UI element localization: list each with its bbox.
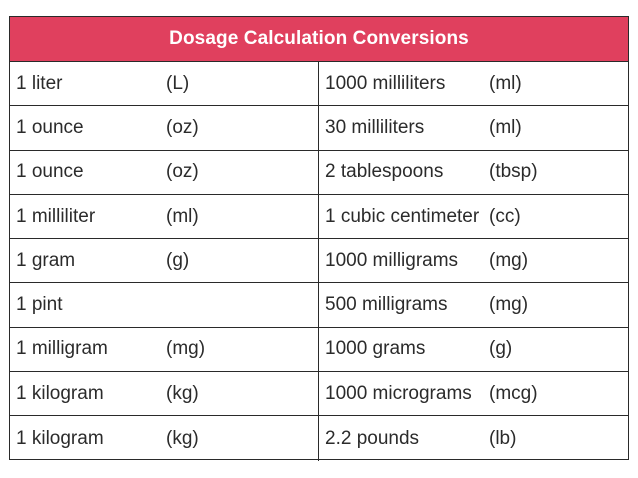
left-cell: 1 milliliter (ml) [10,194,319,239]
conversion-table: Dosage Calculation Conversions 1 liter (… [9,16,629,461]
right-unit: (cc) [489,205,521,227]
left-quantity: 1 gram [16,249,76,271]
right-unit: (ml) [489,116,522,138]
left-unit: (kg) [166,427,199,449]
right-cell: 1 cubic centimeter (cc) [319,195,628,238]
right-unit: (mcg) [489,382,538,404]
right-cell: 1000 milligrams (mg) [319,239,628,282]
right-cell: 30 milliliters (ml) [319,106,628,149]
right-unit: (tbsp) [489,161,538,183]
right-cell: 500 milligrams (mg) [319,283,628,326]
table-row: 1 kilogram (kg) 1000 micrograms (mcg) [10,372,628,417]
table-row: 1 gram (g) 1000 milligrams (mg) [10,239,628,284]
left-unit: (mg) [166,338,206,360]
left-cell: 1 milligram (mg) [10,327,319,372]
left-quantity: 1 ounce [16,116,84,138]
left-quantity: 1 milligram [16,338,108,360]
left-quantity: 1 milliliter [16,205,96,227]
right-cell: 1000 micrograms (mcg) [319,372,628,415]
right-quantity: 1000 milligrams [325,249,459,271]
right-cell: 1000 grams (g) [319,328,628,371]
right-unit: (mg) [489,294,529,316]
left-unit: (g) [166,249,190,271]
left-cell: 1 kilogram (kg) [10,416,319,461]
right-unit: (mg) [489,249,529,271]
left-cell: 1 kilogram (kg) [10,372,319,416]
right-cell: 2.2 pounds (lb) [319,416,628,460]
table-row: 1 liter (L) 1000 milliliters (ml) [10,62,628,107]
table-row: 1 pint 500 milligrams (mg) [10,283,628,328]
left-cell: 1 ounce (oz) [10,106,319,150]
table-title: Dosage Calculation Conversions [10,17,628,62]
right-quantity: 2.2 pounds [325,427,420,449]
right-cell: 2 tablespoons (tbsp) [319,151,628,194]
left-quantity: 1 pint [16,294,63,316]
left-unit: (oz) [166,161,199,183]
right-quantity: 1000 grams [325,338,426,360]
left-unit: (oz) [166,116,199,138]
right-quantity: 30 milliliters [325,116,425,138]
left-unit: (kg) [166,382,199,404]
table-row: 1 kilogram (kg) 2.2 pounds (lb) [10,416,628,461]
right-quantity: 2 tablespoons [325,161,444,183]
left-unit: (L) [166,72,190,94]
left-unit: (ml) [166,205,199,227]
left-quantity: 1 kilogram [16,427,104,449]
table-row: 1 ounce (oz) 30 milliliters (ml) [10,106,628,151]
right-cell: 1000 milliliters (ml) [319,62,628,105]
table-row: 1 ounce (oz) 2 tablespoons (tbsp) [10,150,628,195]
left-cell: 1 pint [10,283,319,327]
left-cell: 1 liter (L) [10,62,319,106]
left-cell: 1 gram (g) [10,239,319,283]
right-quantity: 1000 micrograms [325,382,472,404]
right-unit: (lb) [489,427,517,449]
right-unit: (g) [489,338,513,360]
left-quantity: 1 kilogram [16,382,104,404]
table-row: 1 milligram (mg) 1000 grams (g) [10,327,628,373]
left-quantity: 1 ounce [16,161,84,183]
right-quantity: 1000 milliliters [325,72,446,94]
left-quantity: 1 liter [16,72,63,94]
left-cell: 1 ounce (oz) [10,150,319,194]
right-quantity: 1 cubic centimeter [325,205,480,227]
right-unit: (ml) [489,72,522,94]
right-quantity: 500 milligrams [325,294,448,316]
table-row: 1 milliliter (ml) 1 cubic centimeter (cc… [10,194,628,240]
